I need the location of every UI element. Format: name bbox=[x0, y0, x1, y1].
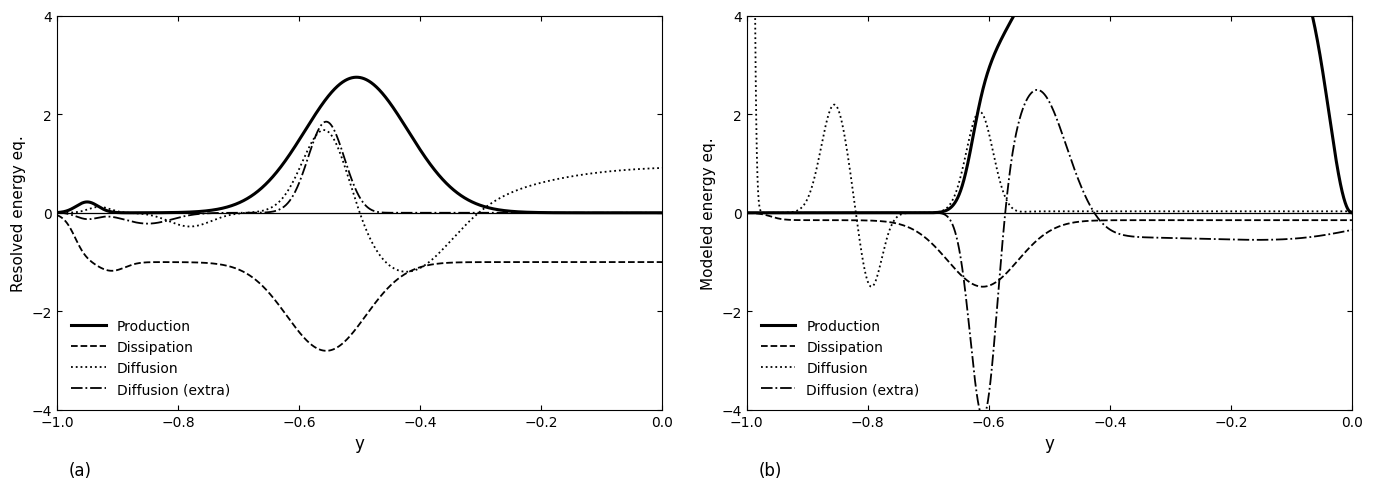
Diffusion (extra) bbox=[848, 210, 864, 216]
Line: Diffusion: Diffusion bbox=[56, 131, 662, 272]
Diffusion bbox=[48, 210, 65, 216]
Production bbox=[412, 147, 429, 153]
Dissipation bbox=[442, 260, 459, 266]
Diffusion bbox=[398, 269, 415, 275]
Diffusion (extra) bbox=[140, 221, 157, 227]
Dissipation bbox=[500, 260, 517, 265]
Diffusion (extra) bbox=[317, 120, 334, 125]
Diffusion (extra) bbox=[547, 210, 563, 216]
Diffusion bbox=[1344, 209, 1360, 215]
Y-axis label: Resolved energy eq.: Resolved energy eq. bbox=[11, 135, 26, 291]
Line: Dissipation: Dissipation bbox=[746, 213, 1352, 287]
Diffusion (extra) bbox=[500, 210, 517, 216]
Text: (b): (b) bbox=[758, 461, 782, 479]
Diffusion bbox=[848, 216, 864, 222]
Diffusion bbox=[970, 110, 987, 116]
Production bbox=[1344, 210, 1360, 216]
Diffusion (extra) bbox=[1132, 235, 1149, 241]
Diffusion bbox=[1132, 209, 1149, 215]
Dissipation bbox=[848, 218, 864, 224]
Production bbox=[848, 210, 864, 216]
Dissipation bbox=[412, 265, 429, 271]
Diffusion bbox=[547, 177, 563, 183]
Diffusion (extra) bbox=[442, 210, 459, 216]
Line: Diffusion (extra): Diffusion (extra) bbox=[56, 122, 662, 224]
Production bbox=[280, 154, 297, 160]
Production bbox=[48, 210, 65, 216]
Diffusion (extra) bbox=[48, 210, 65, 216]
Dissipation bbox=[654, 260, 671, 265]
Production bbox=[442, 185, 459, 191]
Text: (a): (a) bbox=[69, 461, 92, 479]
Diffusion bbox=[500, 191, 517, 197]
Production bbox=[738, 210, 754, 216]
X-axis label: y: y bbox=[354, 434, 364, 452]
Diffusion bbox=[280, 188, 297, 194]
Diffusion (extra) bbox=[974, 414, 991, 420]
Production bbox=[158, 210, 174, 216]
Diffusion (extra) bbox=[280, 200, 297, 206]
Diffusion bbox=[1237, 209, 1253, 215]
Line: Production: Production bbox=[56, 78, 662, 213]
Diffusion (extra) bbox=[412, 210, 429, 216]
Dissipation bbox=[48, 213, 65, 219]
Dissipation bbox=[1102, 218, 1118, 224]
Diffusion (extra) bbox=[738, 210, 754, 216]
Production bbox=[654, 210, 671, 216]
Diffusion bbox=[863, 284, 879, 290]
Legend: Production, Dissipation, Diffusion, Diffusion (extra): Production, Dissipation, Diffusion, Diff… bbox=[63, 313, 236, 403]
Dissipation bbox=[1132, 218, 1149, 224]
Dissipation bbox=[738, 210, 754, 216]
Dissipation bbox=[974, 284, 991, 290]
Diffusion bbox=[442, 238, 459, 244]
Diffusion bbox=[1102, 209, 1118, 215]
Line: Diffusion (extra): Diffusion (extra) bbox=[746, 91, 1352, 417]
Dissipation bbox=[547, 260, 563, 265]
Legend: Production, Dissipation, Diffusion, Diffusion (extra): Production, Dissipation, Diffusion, Diff… bbox=[753, 313, 926, 403]
Diffusion (extra) bbox=[159, 218, 176, 224]
Diffusion bbox=[158, 218, 174, 224]
Production bbox=[349, 75, 365, 81]
Diffusion bbox=[316, 128, 333, 134]
Production bbox=[970, 109, 987, 115]
Dissipation bbox=[1190, 218, 1206, 224]
Diffusion (extra) bbox=[654, 210, 671, 216]
Dissipation bbox=[158, 260, 174, 265]
Diffusion (extra) bbox=[1237, 237, 1253, 243]
Dissipation bbox=[970, 284, 987, 289]
Diffusion bbox=[412, 265, 429, 271]
Diffusion bbox=[654, 165, 671, 171]
Line: Diffusion: Diffusion bbox=[746, 0, 1352, 287]
Dissipation bbox=[1237, 218, 1253, 224]
Diffusion (extra) bbox=[1344, 227, 1360, 233]
X-axis label: y: y bbox=[1044, 434, 1054, 452]
Production bbox=[547, 210, 563, 216]
Diffusion (extra) bbox=[1102, 227, 1118, 233]
Diffusion (extra) bbox=[970, 399, 987, 405]
Diffusion bbox=[1190, 209, 1206, 215]
Production bbox=[500, 209, 517, 215]
Line: Dissipation: Dissipation bbox=[56, 216, 662, 351]
Line: Production: Production bbox=[746, 0, 1352, 213]
Diffusion (extra) bbox=[1190, 236, 1206, 242]
Y-axis label: Modeled energy eq.: Modeled energy eq. bbox=[701, 137, 716, 289]
Dissipation bbox=[280, 315, 297, 321]
Diffusion (extra) bbox=[1029, 88, 1046, 94]
Dissipation bbox=[1344, 218, 1360, 224]
Dissipation bbox=[317, 348, 334, 354]
